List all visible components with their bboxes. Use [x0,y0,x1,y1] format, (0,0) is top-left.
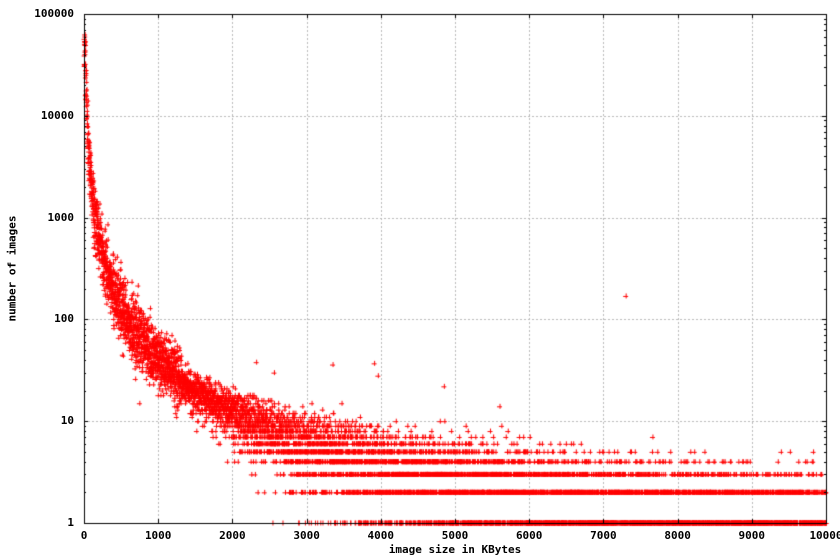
x-tick-label: 7000 [590,529,617,542]
x-tick-label: 4000 [367,529,395,542]
y-tick-label: 1 [67,516,74,529]
x-tick-label: 2000 [219,529,246,542]
x-tick-label: 10000 [809,529,840,542]
y-tick-label: 100 [54,312,74,326]
x-tick-label: 0 [80,529,88,542]
x-tick-label: 8000 [664,529,691,542]
x-tick-label: 3000 [293,529,320,542]
x-tick-label: 1000 [144,529,172,542]
y-tick-label: 1000 [47,210,75,224]
x-tick-label: 9000 [738,529,766,542]
y-tick-label: 10000 [40,108,74,122]
y-tick-label: 100000 [34,7,74,20]
x-tick-label: 5000 [441,529,469,542]
x-axis-label: image size in KBytes [388,543,522,556]
x-tick-label: 6000 [515,529,543,542]
y-axis-label: number of images [5,215,19,322]
y-tick-label: 10 [60,414,74,428]
